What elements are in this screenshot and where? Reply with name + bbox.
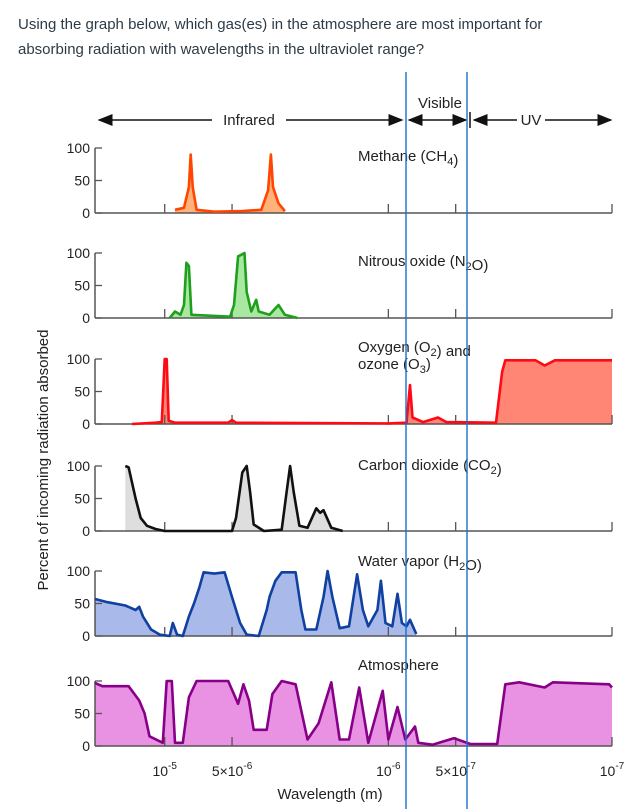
panel-0: 0 50 100 Methane (CH4) (67, 140, 613, 221)
y-tick-label: 100 (67, 351, 91, 367)
y-tick-label: 50 (74, 173, 90, 189)
series-label: Carbon dioxide (CO2) (358, 457, 502, 478)
x-tick-label: 10-7 (600, 761, 625, 779)
y-tick-label: 0 (82, 416, 90, 432)
region-arrows: Infrared Visible UV (97, 95, 613, 130)
series-line (131, 357, 612, 426)
label-subscript: 2 (459, 561, 465, 573)
x-tick-exponent: -6 (392, 761, 401, 772)
y-tick-label: 50 (74, 706, 90, 722)
label-text: Atmosphere (358, 657, 439, 674)
label-subscript: 2 (431, 347, 437, 359)
label-text: ) (453, 152, 458, 169)
label-subscript: 2 (491, 465, 497, 477)
y-tick-label: 0 (82, 738, 90, 754)
panel-3: 0 50 100 Carbon dioxide (CO2) (67, 457, 613, 539)
label-text: Carbon dioxide (CO (358, 457, 491, 474)
y-tick-label: 100 (67, 140, 91, 156)
label-text: Nitrous oxide (N (358, 253, 466, 270)
y-tick-label: 100 (67, 245, 91, 261)
series-label: Methane (CH4) (358, 148, 458, 169)
label-text: ) (426, 356, 431, 373)
x-tick-base: 10 (376, 763, 392, 779)
panel-5: 0 50 100 Atmosphere (67, 657, 613, 754)
series-label-line-2: ozone (O3) (358, 356, 431, 376)
label-text: O) (465, 557, 482, 574)
x-axis-label: Wavelength (m) (277, 786, 382, 803)
infrared-label: Infrared (223, 112, 275, 129)
y-tick-label: 50 (74, 596, 90, 612)
series-line (94, 569, 418, 638)
y-tick-label: 0 (82, 205, 90, 221)
uv-label: UV (521, 112, 542, 129)
series-line (174, 153, 286, 213)
question-text: Using the graph below, which gas(es) in … (18, 12, 628, 62)
y-tick-label: 0 (82, 628, 90, 644)
series-line (168, 251, 298, 320)
x-tick-label: 10-5 (152, 761, 177, 779)
x-tick-exponent: -5 (168, 761, 177, 772)
label-text: ozone (O (358, 356, 420, 373)
y-tick-label: 100 (67, 563, 91, 579)
visible-label: Visible (418, 95, 462, 112)
series-label: Water vapor (H2O) (358, 553, 482, 574)
label-subscript: 3 (420, 364, 426, 376)
x-tick-exponent: -6 (243, 761, 252, 772)
label-text: Methane (CH (358, 148, 447, 165)
series-area (132, 359, 612, 424)
panel-4: 0 50 100 Water vapor (H2O) (67, 553, 613, 644)
x-tick-exponent: -7 (467, 761, 476, 772)
x-tick-label: 5×10-7 (435, 761, 476, 779)
question-line-1: Using the graph below, which gas(es) in … (18, 16, 543, 33)
y-tick-label: 100 (67, 673, 91, 689)
series-area (175, 154, 285, 213)
series-label: Nitrous oxide (N2O) (358, 253, 488, 274)
series-area (95, 681, 612, 746)
series-area (95, 571, 417, 636)
label-text: O) (472, 257, 489, 274)
y-tick-label: 50 (74, 278, 90, 294)
y-tick-label: 50 (74, 384, 90, 400)
y-tick-label: 50 (74, 491, 90, 507)
series-line (124, 464, 344, 533)
x-tick-label: 10-6 (376, 761, 401, 779)
y-axis-label: Percent of incoming radiation absorbed (35, 330, 52, 591)
label-text: Water vapor (H (358, 553, 459, 570)
label-text: ) and (437, 343, 471, 360)
x-tick-base: 5×10 (212, 763, 244, 779)
series-line (94, 679, 613, 746)
y-tick-label: 100 (67, 458, 91, 474)
x-tick-base: 10 (152, 763, 168, 779)
series-label: Oxygen (O2) and (358, 339, 471, 360)
x-tick-label: 5×10-6 (212, 761, 253, 779)
x-tick-exponent: -7 (615, 761, 624, 772)
x-tick-base: 10 (600, 763, 616, 779)
question-line-2: absorbing radiation with wavelengths in … (18, 41, 425, 58)
label-text: ) (497, 461, 502, 478)
series-label: Atmosphere (358, 657, 439, 674)
y-tick-label: 0 (82, 310, 90, 326)
label-subscript: 4 (447, 156, 453, 168)
y-tick-label: 0 (82, 523, 90, 539)
label-text: Oxygen (O (358, 339, 431, 356)
panel-1: 0 50 100 Nitrous oxide (N2O) (67, 245, 613, 326)
x-tick-base: 5×10 (435, 763, 467, 779)
label-subscript: 2 (466, 261, 472, 273)
